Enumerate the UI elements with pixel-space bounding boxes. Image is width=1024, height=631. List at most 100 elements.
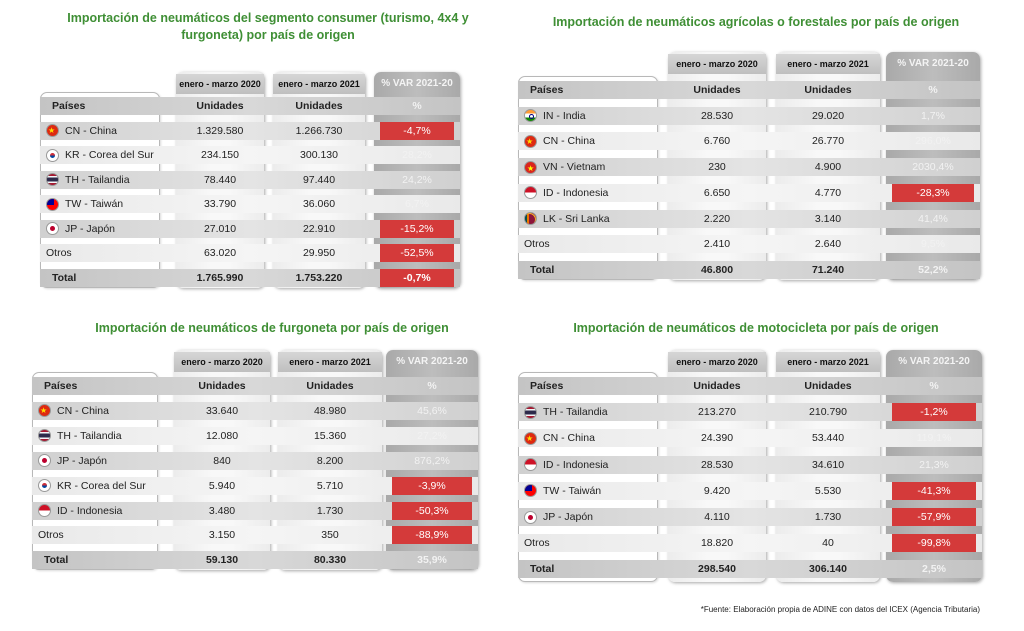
units-2021-cell: 350 bbox=[321, 529, 339, 542]
row-band bbox=[32, 377, 478, 395]
kr-flag-icon bbox=[46, 148, 59, 162]
country-cell: TH - Tailandia bbox=[32, 427, 158, 445]
var-pct-cell: 296,0% bbox=[915, 135, 951, 148]
pct-header: % bbox=[928, 84, 938, 96]
units-2021-cell: 8.200 bbox=[316, 454, 344, 467]
units-2021-cell: 300.130 bbox=[300, 149, 338, 161]
country-cell: TH - Tailandia bbox=[40, 171, 160, 189]
country-label: Total bbox=[44, 554, 69, 567]
country-header: Países bbox=[44, 380, 78, 392]
country-cell: JP - Japón bbox=[32, 452, 158, 470]
table-row: CN - China 33.640 48.980 45,6% bbox=[22, 399, 522, 423]
var-header: % VAR 2021-20 bbox=[396, 356, 468, 367]
total-row: Total 1.765.990 1.753.220 -0,7% bbox=[18, 266, 518, 290]
units-header-2020: Unidades bbox=[198, 380, 246, 392]
row-band bbox=[518, 235, 980, 254]
var-pct-cell: -4,7% bbox=[380, 121, 454, 140]
table-row: Otros 2.410 2.640 9,5% bbox=[506, 232, 1006, 256]
var-pct-cell: -50,3% bbox=[392, 501, 472, 520]
units-2020-cell: 63.020 bbox=[203, 247, 237, 259]
country-label: TH - Tailandia bbox=[57, 429, 122, 442]
country-cell: ID - Indonesia bbox=[32, 502, 158, 520]
id-flag-icon bbox=[524, 458, 537, 472]
row-band bbox=[32, 451, 478, 470]
units-2021-cell: 36.060 bbox=[302, 198, 336, 210]
country-label: Otros bbox=[524, 238, 550, 251]
units-2021-cell: 1.730 bbox=[316, 504, 344, 517]
country-label: Total bbox=[530, 263, 555, 276]
units-2020-cell: 2.220 bbox=[703, 212, 731, 225]
country-label: CN - China bbox=[543, 135, 595, 148]
table-row: Otros 18.820 40 -99,8% bbox=[506, 531, 1006, 555]
var-pct-cell: -15,2% bbox=[380, 219, 454, 238]
row-band bbox=[518, 377, 982, 395]
country-cell: KR - Corea del Sur bbox=[32, 477, 158, 495]
row-band bbox=[32, 426, 478, 445]
units-2021-cell: 2.640 bbox=[814, 238, 842, 251]
units-2020-cell: 234.150 bbox=[201, 149, 239, 161]
var-pct-cell: -3,9% bbox=[392, 476, 472, 495]
units-2020-cell: 230 bbox=[708, 161, 726, 174]
total-row: Total 298.540 306.140 2,5% bbox=[506, 557, 1006, 581]
kr-flag-icon bbox=[38, 479, 51, 493]
country-label: Otros bbox=[38, 529, 64, 542]
row-band bbox=[32, 501, 478, 520]
units-2020-cell: 6.760 bbox=[703, 135, 731, 148]
period-header-2021: enero - marzo 2021 bbox=[776, 352, 880, 372]
panel-title: Importación de neumáticos de furgoneta p… bbox=[95, 321, 449, 335]
var-pct-cell: 45,6% bbox=[417, 404, 447, 417]
units-2021-cell: 26.770 bbox=[811, 135, 845, 148]
row-band bbox=[518, 260, 980, 279]
units-2021-cell: 1.730 bbox=[814, 511, 842, 523]
units-header-2021: Unidades bbox=[306, 380, 354, 392]
units-2020-cell: 12.080 bbox=[205, 429, 239, 442]
row-band bbox=[40, 170, 460, 189]
table-row: CN - China 24.390 53.440 119,1% bbox=[506, 426, 1006, 450]
row-band bbox=[40, 244, 460, 262]
country-cell: ID - Indonesia bbox=[518, 456, 658, 474]
country-cell: CN - China bbox=[32, 402, 158, 420]
units-2021-cell: 40 bbox=[822, 537, 834, 550]
units-2021-cell: 1.753.220 bbox=[295, 271, 343, 284]
units-2021-cell: 306.140 bbox=[809, 563, 847, 576]
units-2020-cell: 28.530 bbox=[700, 109, 734, 122]
row-band bbox=[40, 146, 460, 164]
pct-header: % bbox=[929, 380, 939, 392]
units-2020-cell: 59.130 bbox=[205, 554, 239, 567]
row-band bbox=[518, 429, 982, 448]
country-label: JP - Japón bbox=[543, 511, 594, 523]
table-row: KR - Corea del Sur 234.150 300.130 28,2% bbox=[18, 143, 518, 167]
table-row: JP - Japón 4.110 1.730 -57,9% bbox=[506, 505, 1006, 529]
country-header: Países bbox=[52, 100, 86, 112]
country-cell: Otros bbox=[518, 534, 658, 552]
table-row: LK - Sri Lanka 2.220 3.140 41,4% bbox=[506, 207, 1006, 231]
country-label: VN - Vietnam bbox=[543, 161, 606, 174]
id-flag-icon bbox=[38, 504, 51, 517]
row-band bbox=[518, 81, 980, 99]
country-label: CN - China bbox=[57, 404, 109, 417]
var-pct-cell: 119,1% bbox=[916, 432, 952, 445]
header-row: Países Unidades Unidades% bbox=[18, 94, 518, 118]
country-cell: Otros bbox=[518, 235, 658, 253]
units-2021-cell: 53.440 bbox=[811, 432, 845, 445]
country-label: Total bbox=[530, 563, 555, 576]
units-2021-cell: 80.330 bbox=[313, 554, 347, 567]
period-header-2021: enero - marzo 2021 bbox=[273, 74, 365, 94]
var-pct-cell: 1,7% bbox=[921, 109, 945, 122]
country-label: TH - Tailandia bbox=[543, 406, 608, 419]
th-flag-icon bbox=[46, 173, 59, 186]
row-band bbox=[32, 401, 478, 420]
units-header-2021: Unidades bbox=[804, 84, 852, 96]
units-2021-cell: 29.950 bbox=[302, 247, 336, 259]
row-band bbox=[40, 195, 460, 213]
row-band bbox=[518, 481, 982, 500]
tw-flag-icon bbox=[46, 197, 59, 211]
units-2021-cell: 34.610 bbox=[811, 458, 845, 471]
units-2020-cell: 213.270 bbox=[698, 406, 736, 419]
header-row: Países Unidades Unidades% bbox=[22, 374, 522, 398]
units-2021-cell: 15.360 bbox=[313, 429, 347, 442]
lk-flag-icon bbox=[524, 212, 537, 225]
country-label: Total bbox=[52, 271, 77, 284]
country-label: LK - Sri Lanka bbox=[543, 212, 610, 225]
row-band bbox=[40, 121, 460, 140]
